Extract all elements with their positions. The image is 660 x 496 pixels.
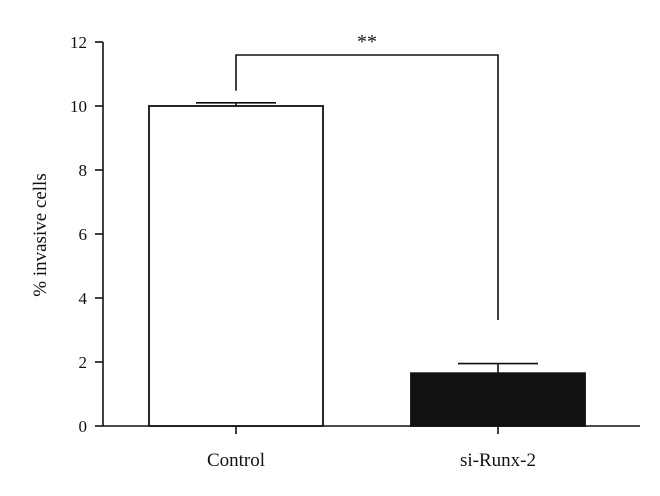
y-tick-label: 4 [79,289,88,308]
y-tick-label: 10 [70,97,87,116]
y-tick-label: 12 [70,33,87,52]
x-category-label: si-Runx-2 [460,450,536,471]
bar-si-runx-2 [410,372,586,427]
y-tick-label: 8 [79,161,88,180]
error-bars [196,102,538,374]
x-category-label: Control [207,450,265,471]
bars [148,105,586,427]
y-tick-label: 0 [79,417,88,436]
significance-line [235,54,499,320]
bar-control [148,105,324,427]
y-axis-title: % invasive cells [30,173,51,296]
y-tick-label: 6 [79,225,88,244]
significance-bracket: ** [235,31,499,320]
y-tick-label: 2 [79,353,88,372]
significance-label: ** [357,31,377,53]
